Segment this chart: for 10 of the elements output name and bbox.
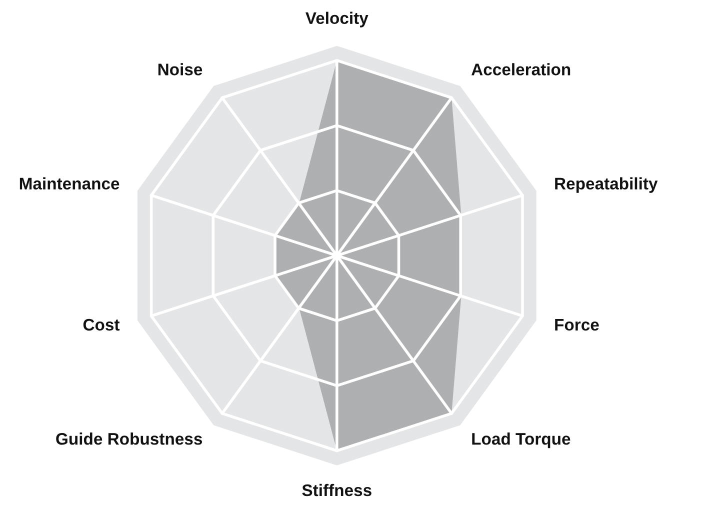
spoke-label: Velocity [306, 12, 368, 28]
spoke-label: Repeatability [555, 177, 658, 193]
spoke-label: Noise [158, 63, 202, 76]
spoke-label: Cost [83, 318, 120, 331]
spoke-label: Load Torque [472, 432, 570, 448]
spoke-label: Force [555, 319, 599, 331]
spoke-label: Guide Robustness [56, 432, 202, 445]
spoke-label: Acceleration [471, 63, 570, 76]
spoke-label: Maintenance [20, 177, 120, 190]
spoke-label: Stiffness [302, 484, 372, 496]
